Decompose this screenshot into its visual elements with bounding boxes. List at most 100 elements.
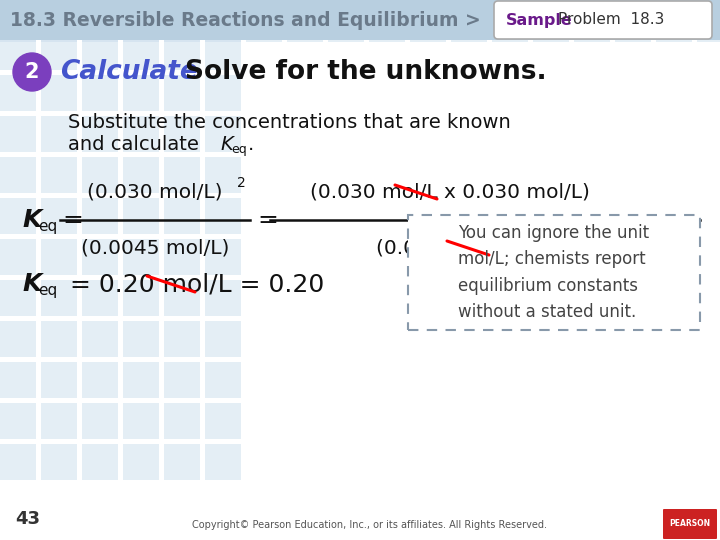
Bar	[41, 198, 77, 234]
Text: K: K	[22, 272, 41, 296]
Bar	[82, 362, 118, 398]
Bar	[205, 444, 241, 480]
Bar	[123, 6, 159, 42]
Bar	[164, 239, 200, 275]
Text: (0.0045 mol/L): (0.0045 mol/L)	[376, 239, 524, 258]
Bar	[0, 0, 36, 29]
Bar	[615, 6, 651, 42]
Text: 2: 2	[237, 176, 246, 190]
Bar	[123, 239, 159, 275]
Text: (0.030 mol/L): (0.030 mol/L)	[87, 183, 222, 201]
Text: PEARSON: PEARSON	[670, 519, 711, 529]
Bar	[492, 6, 528, 42]
Bar	[164, 280, 200, 316]
Bar	[123, 280, 159, 316]
Text: K: K	[220, 134, 233, 153]
Bar	[82, 0, 118, 29]
Bar	[0, 34, 36, 70]
Text: eq: eq	[231, 143, 247, 156]
Bar	[205, 239, 241, 275]
Bar	[164, 157, 200, 193]
Text: 43: 43	[15, 510, 40, 528]
Text: (0.030 mol/L x 0.030 mol/L): (0.030 mol/L x 0.030 mol/L)	[310, 183, 590, 201]
Bar	[697, 6, 720, 42]
Bar	[41, 362, 77, 398]
Bar	[205, 362, 241, 398]
Bar	[0, 321, 36, 357]
Bar	[656, 6, 692, 42]
Text: =: =	[257, 208, 278, 232]
Bar	[41, 34, 77, 70]
Bar	[123, 34, 159, 70]
Bar	[41, 0, 77, 29]
Bar	[82, 444, 118, 480]
Text: = 0.20 mol/L = 0.20: = 0.20 mol/L = 0.20	[62, 272, 324, 296]
Text: Copyright© Pearson Education, Inc., or its affiliates. All Rights Reserved.: Copyright© Pearson Education, Inc., or i…	[192, 520, 547, 530]
Bar	[82, 403, 118, 439]
Bar	[205, 116, 241, 152]
Bar	[82, 116, 118, 152]
Bar	[123, 198, 159, 234]
Bar	[205, 280, 241, 316]
Text: Sample: Sample	[506, 12, 572, 28]
Text: (0.0045 mol/L): (0.0045 mol/L)	[81, 239, 229, 258]
Text: Problem  18.3: Problem 18.3	[558, 12, 665, 28]
Bar	[0, 6, 36, 42]
Bar	[123, 444, 159, 480]
Bar	[41, 6, 77, 42]
Bar	[328, 6, 364, 42]
FancyBboxPatch shape	[494, 1, 712, 39]
Bar	[205, 321, 241, 357]
Text: .: .	[248, 134, 254, 153]
Bar	[205, 0, 241, 29]
FancyBboxPatch shape	[408, 215, 700, 330]
Bar	[123, 157, 159, 193]
Bar	[574, 6, 610, 42]
Bar	[164, 6, 200, 42]
Text: 18.3 Reversible Reactions and Equilibrium >: 18.3 Reversible Reactions and Equilibriu…	[10, 10, 481, 30]
Bar	[205, 403, 241, 439]
Bar	[41, 444, 77, 480]
Bar	[0, 362, 36, 398]
Bar	[0, 157, 36, 193]
Bar	[41, 157, 77, 193]
Text: Calculate: Calculate	[60, 59, 198, 85]
Bar	[0, 239, 36, 275]
Bar	[205, 6, 241, 42]
Bar	[205, 34, 241, 70]
Bar	[164, 444, 200, 480]
Bar	[0, 75, 36, 111]
Bar	[410, 6, 446, 42]
Text: You can ignore the unit
mol/L; chemists report
equilibrium constants
without a s: You can ignore the unit mol/L; chemists …	[459, 224, 649, 321]
Bar	[41, 280, 77, 316]
Bar	[205, 198, 241, 234]
Bar	[123, 403, 159, 439]
Bar	[0, 0, 720, 40]
Bar	[41, 239, 77, 275]
Text: Solve for the unknowns.: Solve for the unknowns.	[185, 59, 546, 85]
Bar	[123, 0, 159, 29]
Bar	[205, 157, 241, 193]
Bar	[164, 34, 200, 70]
Bar	[82, 34, 118, 70]
Bar	[0, 116, 36, 152]
FancyBboxPatch shape	[663, 509, 717, 539]
Bar	[164, 403, 200, 439]
Bar	[205, 75, 241, 111]
Bar	[41, 75, 77, 111]
Text: and calculate: and calculate	[68, 134, 205, 153]
Bar	[164, 0, 200, 29]
Bar	[164, 75, 200, 111]
Text: eq: eq	[38, 284, 58, 299]
Bar	[41, 321, 77, 357]
Bar	[41, 403, 77, 439]
Bar	[164, 116, 200, 152]
Bar	[41, 116, 77, 152]
Bar	[123, 321, 159, 357]
Bar	[451, 6, 487, 42]
Bar	[369, 6, 405, 42]
Bar	[0, 280, 36, 316]
Bar	[0, 403, 36, 439]
Bar	[164, 198, 200, 234]
Bar	[123, 75, 159, 111]
